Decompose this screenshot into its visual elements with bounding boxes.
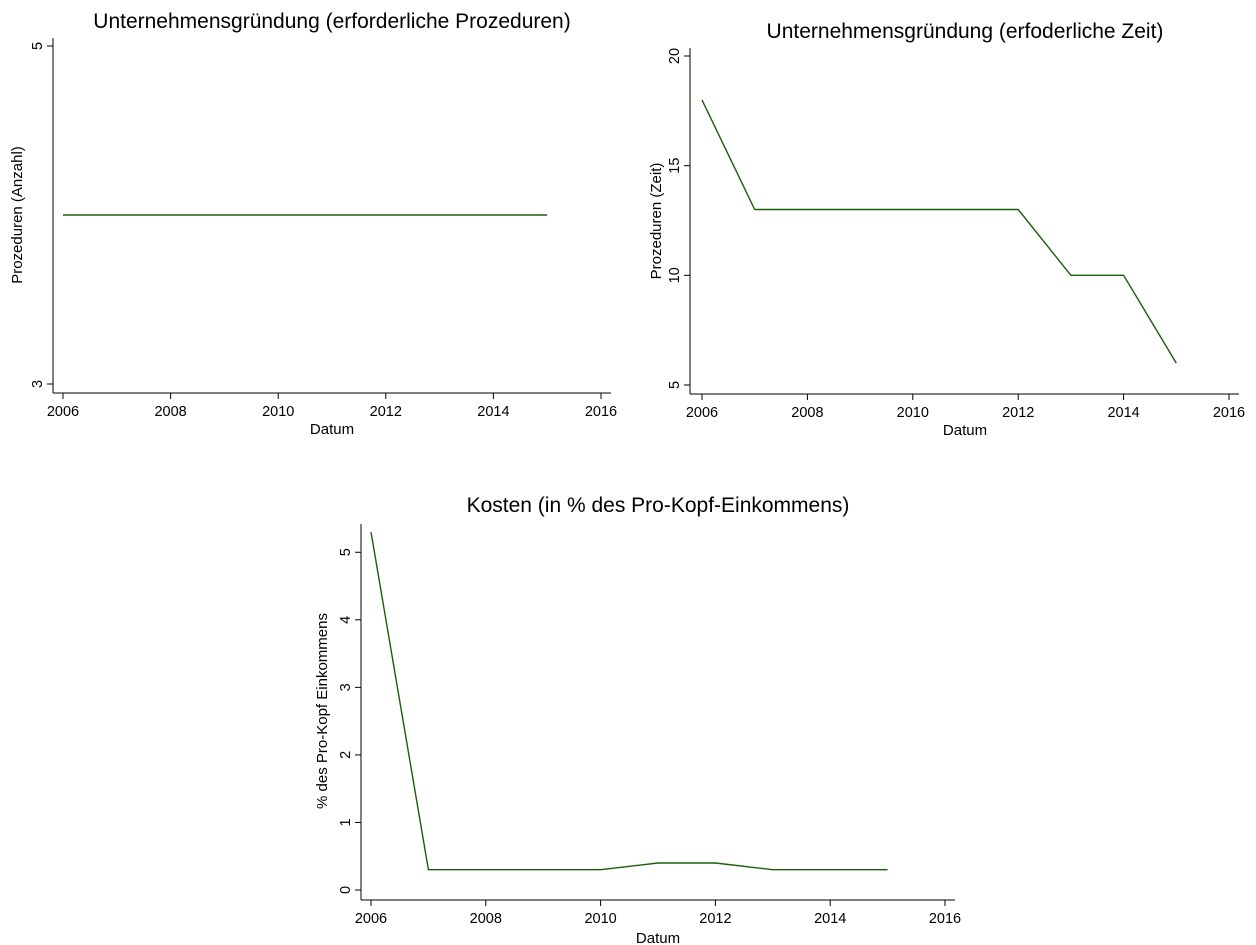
x-tick-label: 2012 — [370, 404, 402, 420]
x-axis-label: Datum — [636, 930, 680, 945]
y-axis-label: Prozeduren (Zeit) — [648, 163, 665, 280]
x-tick-label: 2016 — [585, 404, 617, 420]
chart-procedures: Unternehmensgründung (erforderliche Proz… — [9, 10, 617, 438]
y-tick-label: 20 — [667, 48, 683, 64]
x-tick-label: 2006 — [686, 405, 718, 421]
x-tick-label: 2014 — [1107, 405, 1139, 421]
y-tick-label: 10 — [667, 267, 683, 283]
y-tick-label: 5 — [338, 548, 354, 556]
y-tick-label: 3 — [338, 683, 354, 691]
y-tick-label: 4 — [338, 616, 354, 624]
x-axis-label: Datum — [943, 422, 987, 439]
chart-title: Kosten (in % des Pro-Kopf-Einkommens) — [467, 494, 850, 517]
x-tick-label: 2014 — [477, 404, 509, 420]
y-tick-label: 2 — [338, 751, 354, 759]
x-tick-label: 2014 — [814, 911, 846, 927]
x-tick-label: 2006 — [355, 911, 387, 927]
y-tick-label: 5 — [667, 381, 683, 389]
y-axis-label: % des Pro-Kopf Einkommens — [314, 613, 331, 809]
y-tick-label: 1 — [338, 818, 354, 826]
x-tick-label: 2016 — [929, 911, 961, 927]
chart-title: Unternehmensgründung (erfoderliche Zeit) — [767, 20, 1164, 43]
x-tick-label: 2012 — [699, 911, 731, 927]
x-tick-label: 2016 — [1213, 405, 1245, 421]
y-tick-label: 5 — [30, 42, 46, 50]
series-line — [701, 99, 1177, 364]
chart-title: Unternehmensgründung (erforderliche Proz… — [93, 10, 570, 33]
x-tick-label: 2010 — [584, 911, 616, 927]
chart-costs: Kosten (in % des Pro-Kopf-Einkommens) Da… — [314, 494, 961, 945]
series-line — [370, 531, 888, 871]
x-tick-label: 2008 — [791, 405, 823, 421]
x-tick-label: 2008 — [154, 404, 186, 420]
y-tick-label: 15 — [667, 158, 683, 174]
x-tick-label: 2008 — [470, 911, 502, 927]
x-tick-label: 2010 — [897, 405, 929, 421]
x-tick-label: 2010 — [262, 404, 294, 420]
x-tick-label: 2006 — [47, 404, 79, 420]
y-axis-label: Prozeduren (Anzahl) — [9, 146, 26, 284]
x-axis-label: Datum — [310, 421, 354, 438]
y-tick-label: 0 — [338, 886, 354, 894]
y-tick-label: 3 — [30, 380, 46, 388]
chart-time: Unternehmensgründung (erfoderliche Zeit)… — [648, 20, 1245, 439]
x-tick-label: 2012 — [1002, 405, 1034, 421]
